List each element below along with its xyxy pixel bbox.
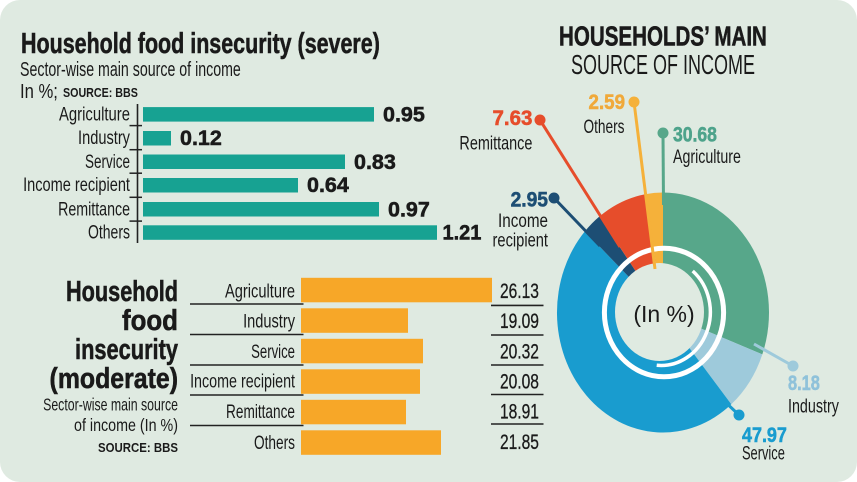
- svg-text:food: food: [122, 304, 178, 336]
- svg-text:Household: Household: [66, 276, 178, 308]
- svg-text:47.97: 47.97: [742, 424, 787, 448]
- svg-text:Income: Income: [498, 209, 548, 231]
- svg-text:Others: Others: [88, 221, 130, 243]
- svg-text:20.32: 20.32: [500, 339, 539, 363]
- svg-text:of income (In %): of income (In %): [74, 417, 178, 436]
- svg-text:0.83: 0.83: [354, 150, 396, 174]
- svg-text:(moderate): (moderate): [50, 362, 178, 394]
- svg-text:Industry: Industry: [788, 396, 839, 417]
- svg-text:1.21: 1.21: [443, 221, 482, 245]
- svg-text:20.08: 20.08: [500, 369, 539, 393]
- svg-text:Income recipient: Income recipient: [190, 370, 295, 392]
- svg-text:2.95: 2.95: [511, 189, 548, 212]
- svg-text:18.91: 18.91: [500, 399, 539, 423]
- svg-text:7.63: 7.63: [493, 107, 533, 131]
- svg-text:(In %): (In %): [633, 301, 694, 327]
- svg-text:0.95: 0.95: [383, 102, 425, 126]
- svg-text:Others: Others: [254, 432, 295, 454]
- svg-text:In %;: In %;: [20, 80, 58, 103]
- svg-text:SOURCE: BBS: SOURCE: BBS: [98, 441, 178, 456]
- svg-text:Service: Service: [85, 152, 130, 173]
- svg-text:SOURCE: BBS: SOURCE: BBS: [63, 86, 138, 100]
- svg-text:Sector-wise main source: Sector-wise main source: [43, 395, 178, 415]
- svg-text:19.09: 19.09: [500, 309, 539, 333]
- svg-text:HOUSEHOLDS’ MAIN: HOUSEHOLDS’ MAIN: [559, 22, 767, 53]
- svg-text:2.59: 2.59: [589, 91, 625, 114]
- svg-text:Agriculture: Agriculture: [225, 279, 295, 302]
- svg-text:recipient: recipient: [493, 230, 549, 251]
- svg-text:Household food insecurity (sev: Household food insecurity (severe): [21, 28, 380, 60]
- svg-text:0.97: 0.97: [388, 197, 430, 221]
- svg-text:Agriculture: Agriculture: [673, 146, 741, 168]
- svg-text:0.64: 0.64: [307, 173, 349, 197]
- svg-text:Others: Others: [584, 116, 625, 138]
- svg-text:Service: Service: [251, 340, 295, 362]
- svg-text:insecurity: insecurity: [75, 334, 178, 365]
- svg-text:Remittance: Remittance: [226, 401, 295, 423]
- svg-text:0.12: 0.12: [180, 126, 222, 150]
- svg-text:Industry: Industry: [243, 309, 295, 332]
- svg-text:Service: Service: [742, 443, 785, 464]
- svg-text:30.68: 30.68: [673, 123, 717, 147]
- svg-text:Industry: Industry: [78, 127, 130, 148]
- svg-text:Remittance: Remittance: [58, 198, 130, 220]
- svg-text:Agriculture: Agriculture: [59, 104, 130, 125]
- svg-text:21.85: 21.85: [500, 430, 539, 454]
- svg-text:Sector-wise main source of inc: Sector-wise main source of income: [20, 58, 241, 81]
- svg-text:SOURCE OF INCOME: SOURCE OF INCOME: [571, 49, 755, 80]
- svg-text:26.13: 26.13: [500, 279, 539, 303]
- svg-text:Income recipient: Income recipient: [23, 174, 130, 195]
- svg-text:Remittance: Remittance: [459, 133, 532, 154]
- svg-text:8.18: 8.18: [788, 372, 820, 396]
